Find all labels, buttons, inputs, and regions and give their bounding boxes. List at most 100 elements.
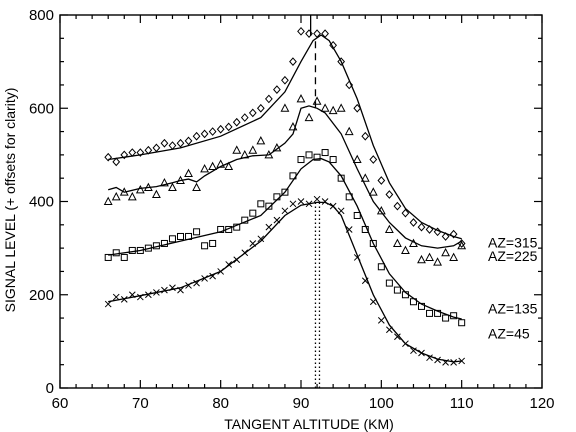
data-point-triangle (256, 136, 266, 145)
data-point-square (120, 253, 128, 261)
data-point-diamond (184, 136, 193, 146)
fit-line-triangle (108, 105, 463, 249)
data-point-diamond (385, 190, 394, 199)
data-point-diamond (224, 122, 233, 132)
data-point-square (353, 211, 361, 219)
data-point-triangle (457, 240, 467, 250)
data-point-diamond (136, 148, 145, 157)
data-point-triangle (248, 145, 258, 154)
data-point-diamond (441, 232, 450, 241)
data-point-triangle (111, 191, 121, 201)
data-point-square (201, 242, 209, 250)
data-point-x (450, 359, 457, 366)
data-point-diamond (393, 201, 402, 211)
data-point-diamond (112, 157, 121, 167)
data-point-triangle (288, 122, 298, 131)
data-point-x (434, 356, 441, 364)
data-point-triangle (344, 126, 354, 136)
data-point-x (120, 296, 128, 303)
data-point-x (201, 275, 208, 282)
data-point-x (257, 235, 265, 243)
data-point-diamond (160, 138, 169, 148)
data-point-x (402, 340, 409, 348)
data-point-square (193, 228, 201, 236)
data-point-triangle (409, 238, 418, 247)
data-point-x (289, 200, 297, 208)
data-point-square (152, 242, 160, 250)
data-point-square (418, 302, 425, 310)
data-point-diamond (305, 29, 313, 39)
data-point-triangle (433, 257, 442, 266)
y-tick-label: 200 (29, 287, 54, 304)
data-point-square (377, 263, 385, 271)
data-point-square (305, 151, 313, 159)
data-point-triangle (296, 94, 306, 103)
x-tick-label: 70 (132, 395, 149, 412)
data-point-x (442, 359, 449, 366)
data-point-x (426, 354, 433, 362)
data-point-square (289, 172, 297, 180)
data-point-diamond (281, 75, 289, 85)
data-point-x (233, 256, 241, 264)
data-point-diamond (256, 103, 265, 113)
data-point-square (337, 174, 345, 182)
data-point-diamond (144, 145, 153, 155)
data-point-x (345, 226, 353, 233)
data-point-triangle (143, 182, 153, 192)
data-point-triangle (304, 112, 314, 122)
data-point-x (321, 198, 329, 205)
fit-line-x (108, 201, 462, 363)
data-point-diamond (425, 225, 434, 234)
x-tick-label: 110 (450, 395, 474, 412)
data-point-triangle (328, 105, 338, 115)
data-point-x (112, 293, 120, 301)
data-point-square (233, 223, 241, 231)
data-point-x (386, 326, 393, 334)
data-point-triangle (425, 252, 434, 261)
data-point-square (297, 156, 305, 164)
data-point-square (112, 249, 120, 257)
data-point-diamond (433, 227, 442, 237)
data-point-triangle (103, 196, 113, 205)
data-point-x (305, 200, 313, 208)
data-point-diamond (120, 150, 129, 160)
data-point-x (104, 300, 112, 308)
data-point-x (313, 195, 321, 203)
data-point-x (297, 198, 305, 205)
data-point-diamond (449, 229, 458, 239)
data-point-square (217, 225, 225, 233)
data-point-triangle (272, 143, 282, 152)
data-point-triangle (384, 224, 394, 233)
data-point-triangle (200, 163, 210, 173)
data-point-x (353, 254, 361, 261)
data-point-square (361, 225, 369, 233)
data-point-triangle (360, 173, 370, 182)
data-point-triangle (280, 103, 290, 112)
data-point-triangle (417, 254, 426, 264)
data-point-square (434, 309, 442, 317)
data-point-square (185, 232, 193, 240)
data-point-triangle (168, 182, 177, 192)
data-point-square (329, 156, 337, 164)
data-point-x (458, 357, 466, 365)
data-point-diamond (297, 26, 305, 36)
data-point-diamond (104, 152, 113, 162)
data-point-square (458, 319, 466, 327)
data-point-triangle (336, 103, 346, 112)
data-point-square (409, 298, 417, 306)
x-tick-label: 100 (369, 395, 394, 412)
data-point-triangle (441, 247, 451, 257)
data-point-triangle (224, 161, 234, 171)
data-point-diamond (401, 208, 410, 218)
y-tick-label: 800 (29, 7, 54, 24)
data-point-triangle (119, 187, 129, 196)
data-point-diamond (176, 138, 185, 148)
data-point-square (321, 149, 329, 157)
data-point-x (169, 284, 176, 292)
data-point-square (401, 291, 409, 299)
data-point-diamond (208, 127, 217, 136)
fit-line-diamond (108, 34, 462, 240)
data-point-square (257, 200, 265, 208)
x-tick-label: 120 (529, 395, 554, 412)
data-point-triangle (216, 159, 226, 168)
